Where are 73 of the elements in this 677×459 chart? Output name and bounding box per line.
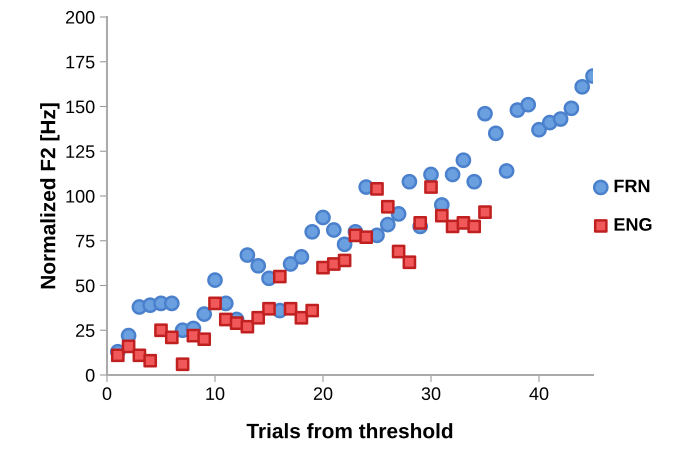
legend-label: FRN xyxy=(614,180,650,192)
point xyxy=(272,270,287,284)
point xyxy=(424,180,438,194)
point xyxy=(402,174,418,190)
point xyxy=(294,310,308,325)
point xyxy=(456,152,472,168)
y-axis-title: Normalized F2 [Hz] xyxy=(40,103,60,288)
point xyxy=(143,354,158,368)
y-tick-label: 125 xyxy=(66,145,94,158)
point xyxy=(488,126,504,142)
y-tick-label: 150 xyxy=(66,100,94,114)
point xyxy=(564,100,580,116)
point xyxy=(304,224,320,240)
y-tick-label: 175 xyxy=(66,56,94,68)
point xyxy=(574,78,590,95)
point xyxy=(154,323,168,338)
y-tick-label: 200 xyxy=(66,10,94,24)
point xyxy=(262,302,276,316)
point xyxy=(336,236,352,252)
x-tick-label: 0 xyxy=(102,387,112,400)
point xyxy=(250,258,266,274)
point xyxy=(240,247,256,263)
point xyxy=(326,257,341,271)
point xyxy=(326,222,342,238)
point xyxy=(380,216,396,232)
x-tick-label: 40 xyxy=(529,387,548,400)
point xyxy=(110,348,125,362)
point xyxy=(478,205,492,219)
point xyxy=(390,206,406,222)
point xyxy=(197,332,212,346)
point xyxy=(552,111,568,127)
x-axis-title: Trials from threshold xyxy=(246,423,452,438)
x-tick-label: 10 xyxy=(206,387,224,400)
point xyxy=(208,296,222,310)
point xyxy=(392,244,406,258)
point xyxy=(413,216,428,230)
point xyxy=(251,310,266,325)
point xyxy=(444,166,460,182)
point xyxy=(282,256,298,272)
point xyxy=(423,166,439,182)
point xyxy=(477,106,493,122)
y-tick-label: 0 xyxy=(86,368,94,382)
point xyxy=(510,102,526,118)
point xyxy=(466,174,482,190)
point xyxy=(370,182,384,196)
point xyxy=(315,210,331,226)
point xyxy=(338,254,352,268)
point xyxy=(284,302,298,316)
y-tick-label: 50 xyxy=(76,279,94,292)
point xyxy=(207,272,223,288)
point xyxy=(498,163,514,179)
y-tick-label: 75 xyxy=(76,234,94,248)
point xyxy=(164,296,180,312)
point xyxy=(164,330,179,344)
point xyxy=(294,249,310,265)
legend-label: ENG xyxy=(614,218,652,231)
point xyxy=(305,304,320,318)
x-tick-label: 20 xyxy=(314,387,332,400)
point xyxy=(531,122,547,138)
point xyxy=(196,306,212,322)
point xyxy=(122,340,136,354)
x-tick-label: 30 xyxy=(422,387,440,400)
point xyxy=(520,96,536,113)
y-tick-label: 25 xyxy=(76,324,94,337)
point xyxy=(359,230,374,244)
point xyxy=(240,320,254,334)
y-tick-label: 100 xyxy=(66,190,94,203)
point xyxy=(434,208,449,223)
point xyxy=(218,312,233,326)
point xyxy=(380,200,395,214)
point xyxy=(176,357,190,372)
point xyxy=(402,255,416,270)
point xyxy=(467,220,482,234)
